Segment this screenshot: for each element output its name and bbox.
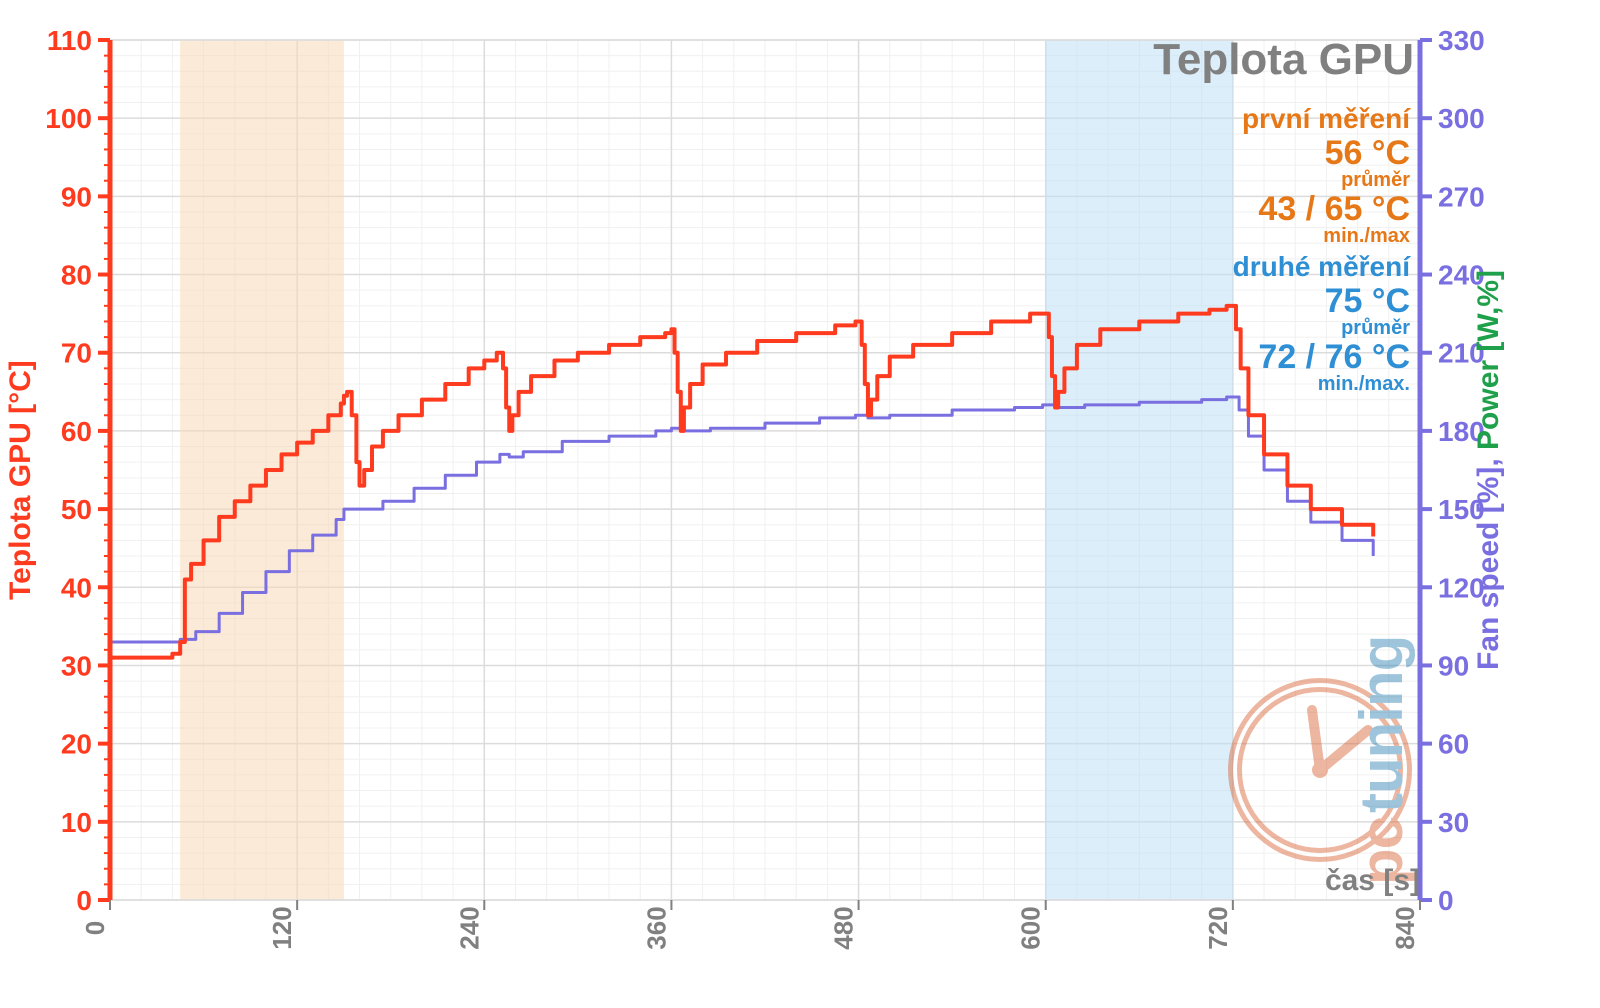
- y-left-tick-label: 40: [61, 572, 92, 603]
- y-left-tick-label: 60: [61, 416, 92, 447]
- annotation-m2-range: 72 / 76 °C: [1258, 338, 1410, 376]
- svg-text:tuning: tuning: [1348, 636, 1415, 813]
- annotation-m1-avg-label: průměr: [1341, 169, 1410, 191]
- y-right-tick-label: 270: [1438, 181, 1485, 212]
- gpu-temperature-chart: pctuning0102030405060708090100110Teplota…: [0, 0, 1600, 1008]
- y-left-tick-label: 50: [61, 494, 92, 525]
- y-right-tick-label: 60: [1438, 729, 1469, 760]
- y-left-tick-label: 10: [61, 807, 92, 838]
- y-left-tick-label: 20: [61, 729, 92, 760]
- y-right-tick-label: 30: [1438, 807, 1469, 838]
- y-left-tick-label: 80: [61, 260, 92, 291]
- x-axis-title: čas [s]: [1325, 864, 1420, 897]
- x-tick-label: 840: [1390, 906, 1420, 949]
- measurement-band-2: [1046, 40, 1233, 900]
- x-tick-label: 120: [267, 906, 297, 949]
- x-tick-label: 360: [641, 906, 671, 949]
- x-tick-label: 240: [454, 906, 484, 949]
- y-left-tick-label: 90: [61, 181, 92, 212]
- annotation-m1-avg: 56 °C: [1325, 134, 1410, 172]
- annotation-m1-range-label: min./max: [1323, 225, 1410, 247]
- y-right-tick-label: 330: [1438, 25, 1485, 56]
- x-tick-label: 600: [1016, 906, 1046, 949]
- annotation-m1-header: první měření: [1242, 103, 1411, 134]
- y-left-tick-label: 30: [61, 650, 92, 681]
- annotation-m2-range-label: min./max.: [1318, 373, 1410, 395]
- x-tick-label: 0: [80, 921, 110, 935]
- y-right-tick-label: 90: [1438, 650, 1469, 681]
- annotation-m2-avg-label: průměr: [1341, 317, 1410, 339]
- measurement-band-1: [180, 40, 344, 900]
- y-right-axis-title: Fan speed [%], Power [W,%]: [1472, 270, 1505, 670]
- annotation-m2-avg: 75 °C: [1325, 282, 1410, 320]
- y-left-tick-label: 110: [47, 25, 92, 56]
- x-tick-label: 480: [829, 906, 859, 949]
- annotation-m1-range: 43 / 65 °C: [1258, 190, 1410, 228]
- annotation-m2-header: druhé měření: [1233, 251, 1412, 282]
- y-left-tick-label: 100: [45, 103, 92, 134]
- y-right-tick-label: 0: [1438, 885, 1454, 916]
- y-left-tick-label: 70: [61, 338, 92, 369]
- y-left-tick-label: 0: [76, 885, 92, 916]
- x-tick-label: 720: [1203, 906, 1233, 949]
- chart-title: Teplota GPU: [1153, 35, 1414, 84]
- y-left-axis-title: Teplota GPU [°C]: [4, 360, 37, 600]
- y-right-tick-label: 300: [1438, 103, 1485, 134]
